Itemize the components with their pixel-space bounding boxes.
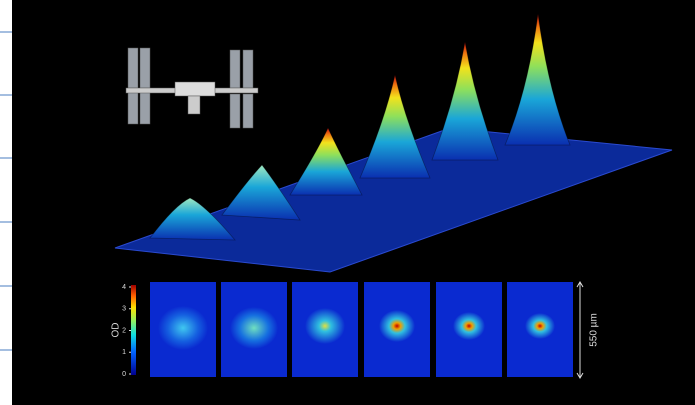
tick-label: 3 bbox=[122, 306, 126, 313]
tick-label: 1 bbox=[122, 349, 126, 356]
colorbar bbox=[131, 285, 136, 375]
tick-label: 4 bbox=[122, 284, 126, 291]
scale-label: 550 µm bbox=[589, 313, 600, 347]
margin bbox=[0, 0, 12, 405]
figure: OD 0 1 2 3 4 550 µm bbox=[0, 0, 695, 405]
tick-label: 0 bbox=[122, 371, 126, 378]
tick-label: 2 bbox=[122, 327, 126, 334]
colorbar-label: OD bbox=[111, 323, 122, 338]
